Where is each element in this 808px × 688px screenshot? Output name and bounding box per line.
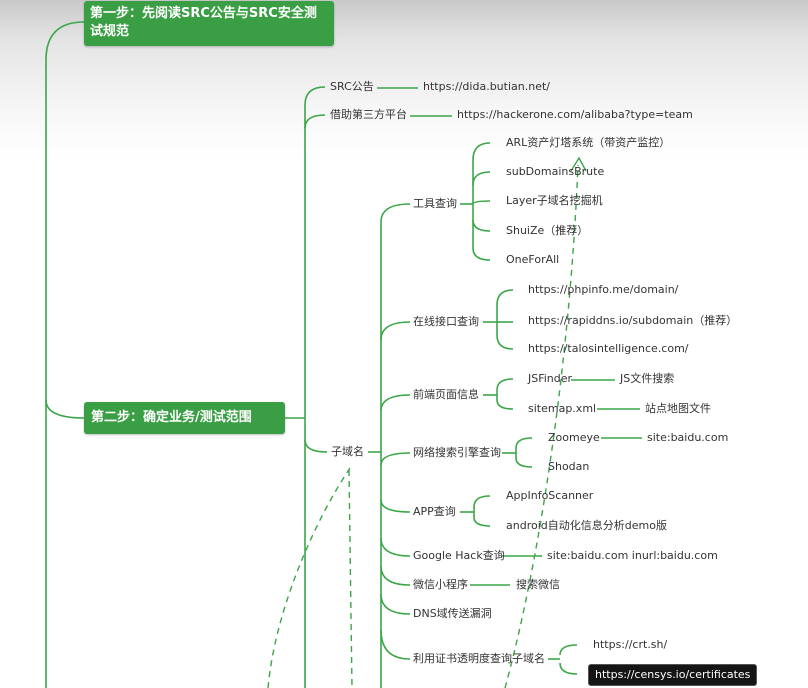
tools-node[interactable]: 工具查询 [413,197,457,210]
google-hack-node[interactable]: Google Hack查询 [413,549,505,562]
tool-item[interactable]: ARL资产灯塔系统（带资产监控） [506,136,671,149]
app-item[interactable]: android自动化信息分析demo版 [506,519,667,532]
online-item[interactable]: https://phpinfo.me/domain/ [528,283,679,296]
wechat-desc: 搜索微信 [516,578,560,591]
dns-node[interactable]: DNS域传送漏洞 [413,607,492,620]
app-node[interactable]: APP查询 [413,505,456,518]
shodan-node[interactable]: Shodan [548,460,590,473]
zoomeye-node[interactable]: Zoomeye [548,431,600,444]
step2-node[interactable]: 第二步：确定业务/测试范围 [84,402,285,434]
cert-node[interactable]: 利用证书透明度查询子域名 [413,652,545,665]
tool-item[interactable]: subDomainsBrute [506,165,605,178]
cert-item-censys-selected[interactable]: https://censys.io/certificates [588,664,758,686]
third-party-node[interactable]: 借助第三方平台 [330,108,407,121]
zoomeye-query[interactable]: site:baidu.com [647,431,729,444]
cert-item-crtsh[interactable]: https://crt.sh/ [593,638,668,651]
frontend-node[interactable]: 前端页面信息 [413,388,479,401]
online-item[interactable]: https://rapiddns.io/subdomain（推荐） [528,314,738,327]
src-notice-url[interactable]: https://dida.butian.net/ [423,80,550,93]
step2-label: 第二步：确定业务/测试范围 [91,410,252,425]
app-item[interactable]: AppInfoScanner [506,489,594,502]
subdomain-node[interactable]: 子域名 [331,445,364,458]
tool-item[interactable]: Layer子域名挖掘机 [506,194,603,207]
online-item[interactable]: https://talosintelligence.com/ [528,342,689,355]
cert-item-censys-label: https://censys.io/certificates [595,668,751,681]
src-notice-node[interactable]: SRC公告 [330,80,374,93]
wechat-node[interactable]: 微信小程序 [413,578,468,591]
cyberspace-node[interactable]: 网络搜索引擎查询 [413,446,501,459]
tool-item[interactable]: ShuiZe（推荐） [506,224,589,237]
sitemap-node[interactable]: sitemap.xml [528,402,597,415]
google-hack-query[interactable]: site:baidu.com inurl:baidu.com [547,549,718,562]
third-party-url[interactable]: https://hackerone.com/alibaba?type=team [457,108,693,121]
tool-item[interactable]: OneForAll [506,253,560,266]
online-node[interactable]: 在线接口查询 [413,315,479,328]
jsfinder-desc: JS文件搜索 [620,372,675,385]
step1-label: 第一步：先阅读SRC公告与SRC安全测试规范 [90,6,317,39]
jsfinder-node[interactable]: JSFinder [528,372,573,385]
sitemap-desc: 站点地图文件 [645,402,711,415]
step1-node[interactable]: 第一步：先阅读SRC公告与SRC安全测试规范 [84,1,334,46]
